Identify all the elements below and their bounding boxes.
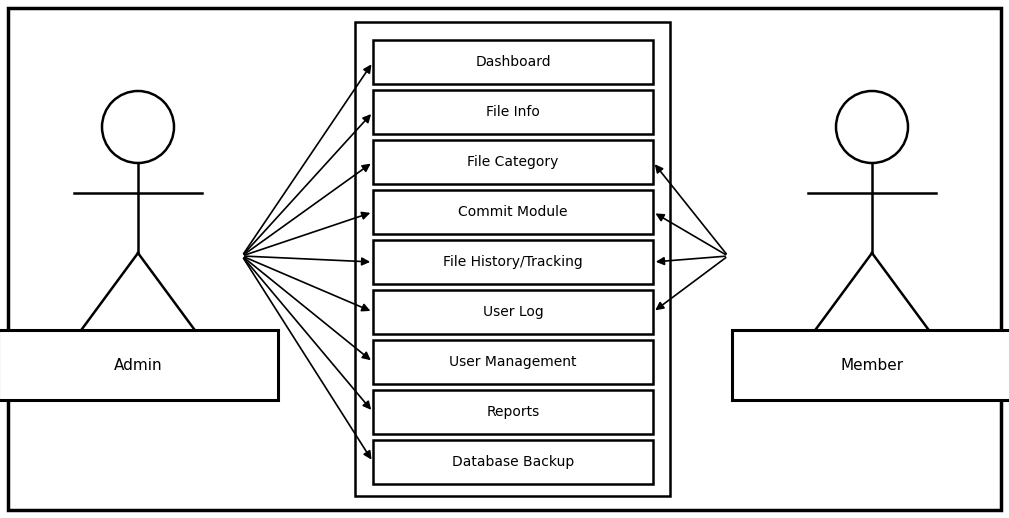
Text: User Management: User Management <box>449 355 577 369</box>
Bar <box>373 440 653 484</box>
Text: File History/Tracking: File History/Tracking <box>443 255 583 269</box>
Text: Commit Module: Commit Module <box>458 205 568 219</box>
Text: Admin: Admin <box>114 357 162 372</box>
Bar <box>373 140 653 184</box>
Bar <box>373 40 653 84</box>
Bar <box>373 340 653 384</box>
Text: User Log: User Log <box>482 305 544 319</box>
Bar <box>373 190 653 234</box>
Text: File Category: File Category <box>467 155 559 169</box>
Bar <box>355 22 670 496</box>
Bar <box>373 240 653 284</box>
Bar <box>373 290 653 334</box>
Bar <box>0 330 278 400</box>
Text: Database Backup: Database Backup <box>452 455 574 469</box>
Bar <box>732 330 1009 400</box>
Text: Reports: Reports <box>486 405 540 419</box>
Text: Dashboard: Dashboard <box>475 55 551 69</box>
Bar <box>373 90 653 134</box>
Text: File Info: File Info <box>486 105 540 119</box>
Text: Member: Member <box>840 357 904 372</box>
Bar <box>373 390 653 434</box>
